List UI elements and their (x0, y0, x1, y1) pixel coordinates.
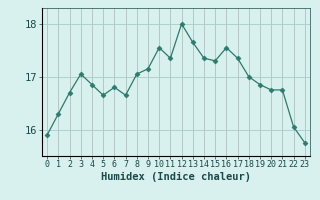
X-axis label: Humidex (Indice chaleur): Humidex (Indice chaleur) (101, 172, 251, 182)
